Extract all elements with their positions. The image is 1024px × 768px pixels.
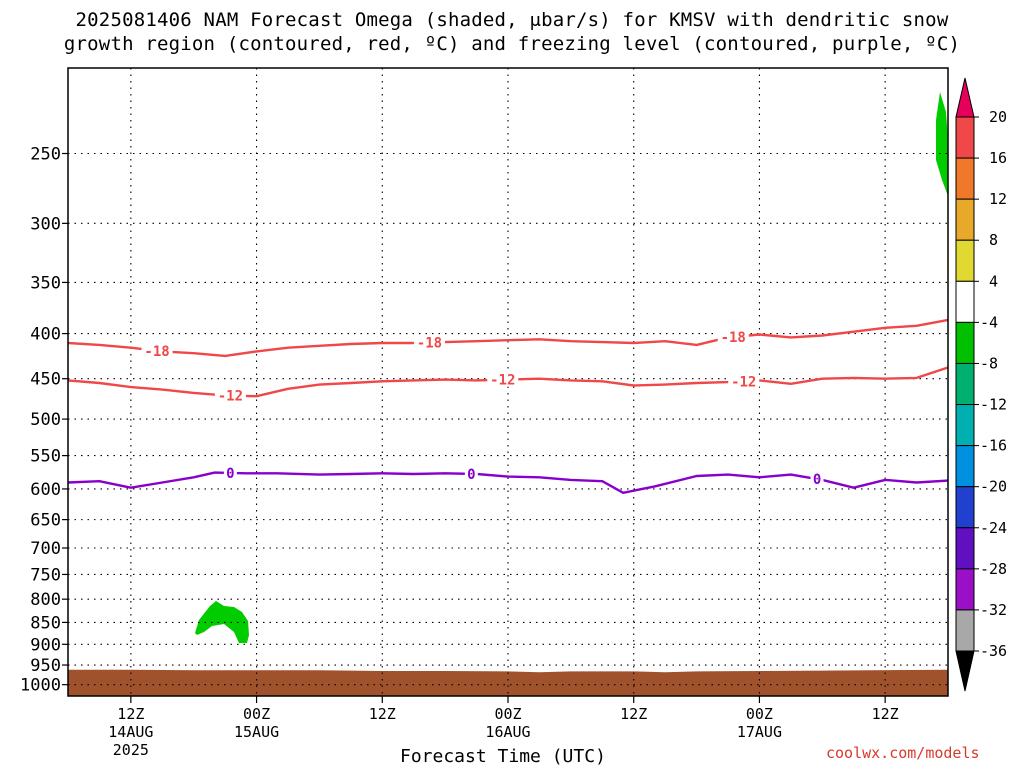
title-line-1: 2025081406 NAM Forecast Omega (shaded, μ… [75, 9, 949, 31]
contour-label: 0 [467, 467, 475, 483]
contour-label-bg [810, 472, 824, 487]
x-tick-label: 16AUG [485, 723, 530, 741]
contour-label-bg [717, 329, 749, 344]
colorbar-segment [955, 609, 975, 652]
colorbar-segment [955, 527, 975, 570]
contour-label-bg [223, 465, 237, 480]
y-tick-label: 1000 [20, 676, 61, 696]
x-tick-label: 00Z [243, 705, 270, 723]
colorbar-segment [955, 239, 975, 282]
title-line-2: growth region (contoured, red, ºC) and f… [63, 33, 961, 55]
colorbar-label: -32 [980, 601, 1007, 619]
colorbar-label: -24 [980, 519, 1007, 537]
y-tick-label: 550 [30, 447, 61, 467]
y-tick-label: 900 [30, 635, 61, 655]
colorbar-segment [955, 321, 975, 364]
chart-title: 2025081406 NAM Forecast Omega (shaded, μ… [0, 8, 1024, 56]
y-tick-label: 500 [30, 410, 61, 430]
terrain-fill [68, 669, 948, 696]
omega-shading-layer [195, 92, 948, 643]
x-tick-label: 00Z [494, 705, 521, 723]
contour-layer: -18 -18 -18 -12 -12 -12 0 0 0 [67, 318, 949, 494]
y-tick-label: 850 [30, 613, 61, 633]
omega-blob-low [195, 601, 249, 643]
colorbar-label: 20 [989, 108, 1007, 126]
omega-blob-upper [936, 92, 948, 196]
x-tick-label: 00Z [746, 705, 773, 723]
x-tick-label: 17AUG [737, 723, 782, 741]
contour-0 [67, 471, 949, 494]
colorbar-segment [955, 280, 975, 323]
x-tick-label: 12Z [369, 705, 396, 723]
colorbar-segment [955, 198, 975, 241]
x-axis-title: Forecast Time (UTC) [400, 746, 606, 767]
contour-label: -18 [144, 344, 169, 360]
y-tick-label: 300 [30, 214, 61, 234]
colorbar-segment [955, 116, 975, 159]
grid-layer [68, 68, 948, 696]
colorbar-segment [955, 486, 975, 529]
y-axis: 2503003504004505005506006507007508008509… [20, 144, 68, 696]
contour-label: -18 [721, 330, 746, 346]
colorbar-segment [955, 445, 975, 488]
x-tick-label: 14AUG [108, 723, 153, 741]
colorbar-segment [955, 362, 975, 406]
colorbar-segment [955, 404, 975, 447]
y-tick-label: 650 [30, 511, 61, 531]
y-tick-label: 350 [30, 273, 61, 293]
contour-label: 0 [813, 472, 821, 488]
terrain-layer [68, 669, 948, 696]
contour-label: -18 [417, 336, 442, 352]
colorbar-label: -20 [980, 478, 1007, 496]
contour-m18 [67, 318, 949, 358]
colorbar-label: -12 [980, 396, 1007, 414]
contour-label-bg [728, 374, 760, 389]
contour-label-bg [464, 466, 478, 481]
colorbar-label: -36 [980, 642, 1007, 660]
colorbar-label: 12 [989, 190, 1007, 208]
colorbar-label: 4 [989, 272, 998, 290]
contour-label: 0 [226, 466, 234, 482]
colorbar-label: 16 [989, 149, 1007, 167]
colorbar: 20 16 12 8 4 -4 -8 -12 -16 -20 -24 -28 -32 -36 [955, 77, 1007, 692]
x-tick-label: 12Z [620, 705, 647, 723]
y-tick-label: 400 [30, 325, 61, 345]
y-tick-label: 950 [30, 656, 61, 676]
y-tick-label: 250 [30, 144, 61, 164]
colorbar-label: -8 [980, 354, 998, 372]
y-tick-label: 600 [30, 480, 61, 500]
colorbar-label: -28 [980, 560, 1007, 578]
x-tick-label: 12Z [117, 705, 144, 723]
x-tick-label: 2025 [113, 741, 149, 759]
contour-label: -12 [490, 373, 515, 389]
y-tick-label: 800 [30, 590, 61, 610]
contour-label-bg [487, 372, 519, 387]
site-credit: coolwx.com/models [826, 744, 980, 762]
x-tick-label: 12Z [872, 705, 899, 723]
colorbar-label: 8 [989, 231, 998, 249]
y-tick-label: 450 [30, 370, 61, 390]
y-tick-label: 750 [30, 565, 61, 585]
x-tick-label: 15AUG [234, 723, 279, 741]
contour-label: -12 [731, 374, 756, 390]
colorbar-bottom-arrow [955, 650, 975, 692]
colorbar-segment [955, 568, 975, 611]
contour-label-bg [214, 388, 246, 403]
colorbar-segment [955, 157, 975, 200]
colorbar-top-arrow [955, 77, 975, 118]
contour-label: -12 [218, 389, 243, 405]
y-tick-label: 700 [30, 539, 61, 559]
contour-label-bg [413, 335, 445, 350]
colorbar-label: -16 [980, 437, 1007, 455]
contour-label-bg [141, 343, 173, 358]
colorbar-label: -4 [980, 313, 998, 331]
